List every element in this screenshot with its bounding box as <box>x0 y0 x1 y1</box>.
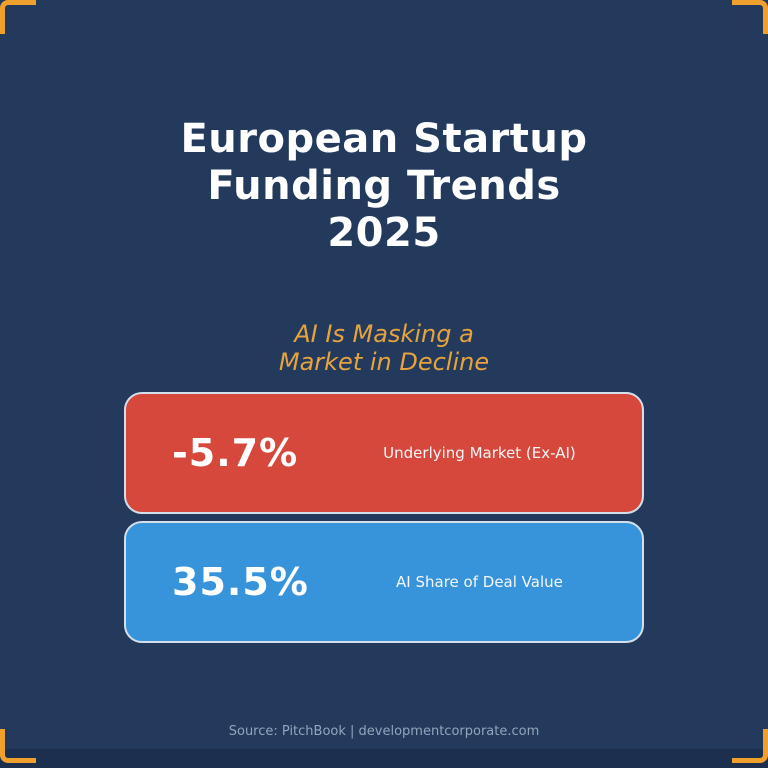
corner-bracket-top-left-icon <box>0 0 36 34</box>
source-footer: Source: PitchBook | developmentcorporate… <box>228 724 540 739</box>
stat-value-underlying-market: -5.7% <box>172 431 299 475</box>
subtitle: AI Is Masking a Market in Decline <box>0 320 768 376</box>
subtitle-line-1: AI Is Masking a <box>294 320 474 348</box>
stat-card-ai-share: 35.5% AI Share of Deal Value <box>124 521 644 643</box>
subtitle-line-2: Market in Decline <box>278 348 490 376</box>
page-title-line-3: 2025 <box>327 210 441 256</box>
corner-bracket-top-right-icon <box>732 0 768 34</box>
page-title-line-1: European Startup <box>180 116 588 162</box>
stat-cards: -5.7% Underlying Market (Ex-AI) 35.5% AI… <box>124 392 644 643</box>
stat-label-underlying-market: Underlying Market (Ex-AI) <box>383 444 576 462</box>
corner-bracket-bottom-left-icon <box>0 729 36 763</box>
page-title: European Startup Funding Trends 2025 <box>0 116 768 257</box>
corner-bracket-bottom-right-icon <box>732 729 768 763</box>
bottom-edge-bar <box>0 749 768 768</box>
stat-card-underlying-market: -5.7% Underlying Market (Ex-AI) <box>124 392 644 514</box>
stat-value-ai-share: 35.5% <box>172 560 309 604</box>
page-title-line-2: Funding Trends <box>207 163 561 209</box>
stat-label-ai-share: AI Share of Deal Value <box>396 573 563 591</box>
